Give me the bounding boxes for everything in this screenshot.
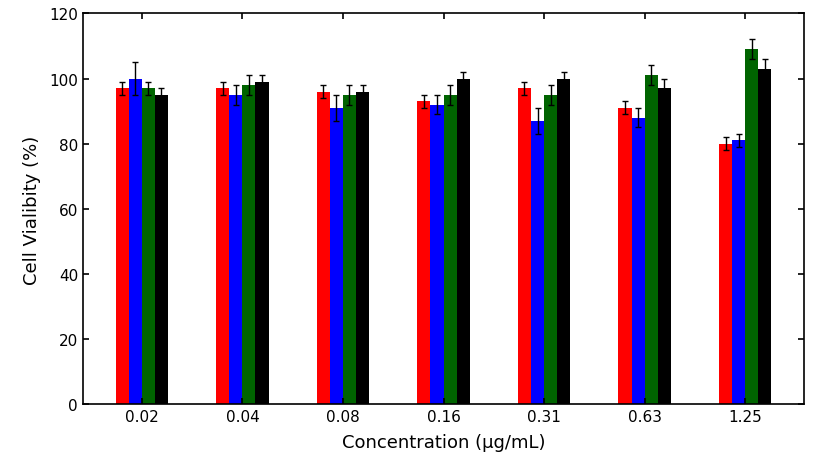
Bar — [657, 89, 670, 405]
Bar — [556, 79, 570, 405]
Bar — [229, 96, 242, 405]
Bar — [518, 89, 531, 405]
Bar — [116, 89, 128, 405]
Bar — [531, 122, 543, 405]
Bar — [443, 96, 456, 405]
Bar — [316, 92, 330, 405]
Bar — [618, 109, 631, 405]
Bar — [744, 50, 758, 405]
Bar — [355, 92, 368, 405]
Bar — [430, 105, 443, 405]
Bar — [255, 83, 268, 405]
Bar — [142, 89, 155, 405]
Bar — [543, 96, 556, 405]
Bar — [242, 86, 255, 405]
Bar — [416, 102, 430, 405]
Bar — [718, 144, 731, 405]
Bar — [155, 96, 168, 405]
Bar — [216, 89, 229, 405]
Bar — [456, 79, 469, 405]
Y-axis label: Cell Vialibity (%): Cell Vialibity (%) — [23, 135, 41, 284]
Bar — [644, 76, 657, 405]
Bar — [731, 141, 744, 405]
Bar — [631, 119, 644, 405]
Bar — [758, 69, 770, 405]
Bar — [330, 109, 343, 405]
Bar — [343, 96, 355, 405]
Bar — [128, 79, 142, 405]
X-axis label: Concentration (µg/mL): Concentration (µg/mL) — [341, 433, 545, 451]
